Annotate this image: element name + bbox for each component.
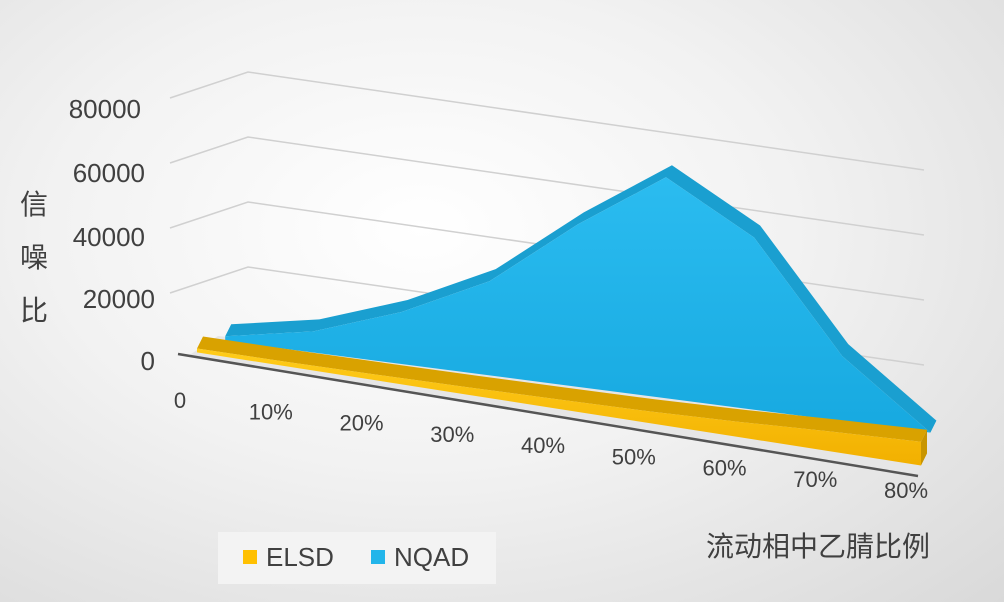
series-nqad-top-edge — [225, 165, 937, 433]
x-tick-label: 70% — [793, 467, 837, 492]
y-axis-title-char: 比 — [20, 294, 48, 327]
series-nqad-area — [225, 165, 937, 433]
y-tick-label: 60000 — [73, 158, 145, 188]
y-tick-label: 0 — [141, 346, 155, 376]
x-tick-label: 10% — [249, 399, 293, 424]
y-axis-title: 信噪比 — [20, 188, 48, 327]
series-elsd-top-edge — [197, 336, 927, 442]
legend-label-elsd: ELSD — [266, 542, 334, 572]
y-tick-label: 20000 — [83, 284, 155, 314]
legend-box — [218, 532, 496, 584]
y-tick-label: 40000 — [73, 222, 145, 252]
y-axis-ticks: 0 20000 40000 60000 80000 — [69, 94, 155, 376]
x-axis-title: 流动相中乙腈比例 — [706, 530, 930, 563]
x-tick-label: 0 — [174, 388, 186, 413]
x-tick-label: 50% — [612, 444, 656, 469]
series-elsd-face — [197, 348, 921, 466]
y-axis-title-char: 信 — [20, 188, 48, 221]
x-tick-label: 60% — [702, 456, 746, 481]
x-tick-label: 30% — [430, 422, 474, 447]
series-elsd-side — [921, 429, 927, 466]
series-elsd-area — [197, 336, 927, 466]
y-axis-title-char: 噪 — [20, 241, 48, 274]
y-tick-label: 80000 — [69, 94, 141, 124]
legend-swatch-elsd — [243, 550, 257, 564]
legend: ELSD NQAD — [218, 532, 496, 584]
legend-label-nqad: NQAD — [394, 542, 469, 572]
x-tick-label: 20% — [339, 411, 383, 436]
x-axis-ticks: 0 10% 20% 30% 40% 50% 60% 70% 80% — [174, 388, 928, 503]
x-axis-line — [177, 352, 919, 478]
legend-swatch-nqad — [371, 550, 385, 564]
series-nqad-face — [225, 177, 931, 433]
gridline — [169, 136, 925, 236]
x-tick-label: 80% — [884, 478, 928, 503]
x-tick-label: 40% — [521, 433, 565, 458]
gridline — [169, 71, 925, 171]
